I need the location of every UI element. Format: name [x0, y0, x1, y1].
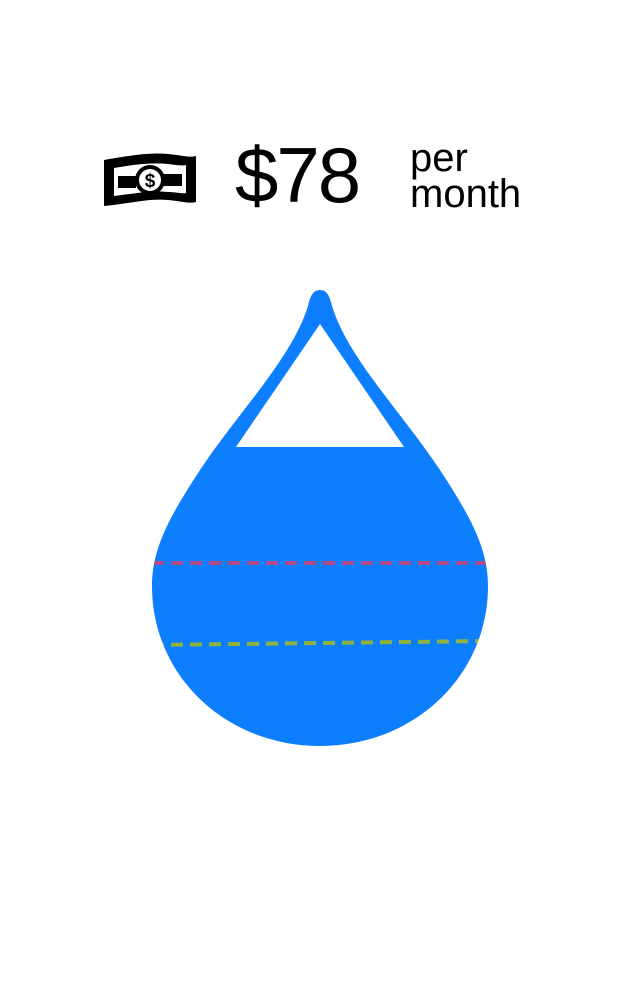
water-drop-empty-region [236, 324, 404, 447]
dollar-bill-icon: $ [98, 146, 202, 214]
cost-header: $ $78 per month [0, 0, 639, 260]
water-drop-outline [152, 290, 488, 746]
cost-period: per month [410, 136, 522, 216]
svg-text:$: $ [145, 171, 156, 192]
monthly-cost-amount: $78 [235, 131, 361, 219]
cost-period-line-2: month [410, 172, 522, 216]
water-drop-gauge [140, 280, 500, 760]
cost-period-line-1: per [410, 136, 468, 180]
water-drop-icon [152, 290, 488, 746]
